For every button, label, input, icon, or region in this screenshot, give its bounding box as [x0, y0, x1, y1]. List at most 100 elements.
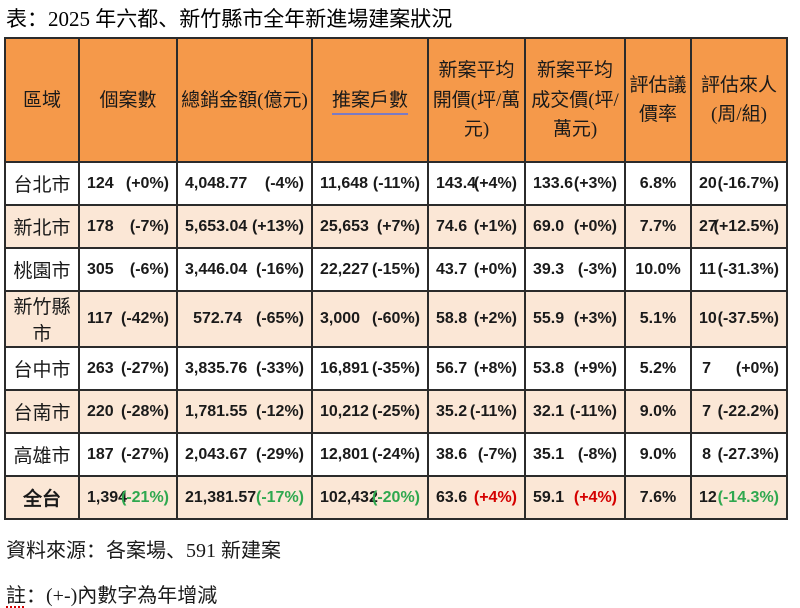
data-source-note: 資料來源：各案場、591 新建案 [6, 540, 281, 563]
total-sales-cell: 3,446.04 (-16%) [176, 247, 313, 293]
asking-price-cell: 43.7 (+0%) [427, 247, 526, 293]
table-row: 全台 1,394 (-21%) 21,381.57 (-17%) 102,432 (-… [4, 475, 788, 521]
cases-cell: 305 (-6%) [78, 247, 178, 293]
visitors-yoy: (+0%) [735, 359, 779, 377]
asking-price-value: 35.2 [436, 402, 468, 420]
asking-price-cell: 143.4 (+4%) [427, 161, 526, 207]
units-yoy: (-11%) [372, 174, 420, 192]
units-cell: 102,432 (-20%) [311, 475, 429, 521]
visitors-value: 7 [702, 402, 711, 420]
cases-cell: 187 (-27%) [78, 432, 178, 478]
visitors-cell: 7 (-22.2%) [690, 389, 788, 435]
total-sales-yoy: (+13%) [251, 217, 304, 235]
negotiation-rate-cell: 6.8% [624, 161, 692, 207]
total-sales-cell: 3,835.76 (-33%) [176, 346, 313, 392]
cases-yoy: (-27%) [120, 359, 169, 377]
cases-cell: 178 (-7%) [78, 204, 178, 250]
table-row: 高雄市 187 (-27%) 2,043.67 (-29%) 12,801 (-24%… [4, 432, 788, 478]
housing-stats-table: 區域 個案數 總銷金額(億元) 推案戶數 新案平均開價(坪/萬元) 新案平均成交… [4, 37, 788, 521]
negotiation-rate-cell: 5.1% [624, 290, 692, 349]
col-header-visitors: 評估來人(周/組) [690, 37, 788, 164]
asking-price-value: 74.6 [436, 217, 468, 235]
deal-price-yoy: (+3%) [573, 310, 617, 328]
visitors-yoy: (-16.7%) [717, 174, 779, 192]
deal-price-yoy: (-3%) [577, 260, 617, 278]
units-yoy: (+7%) [376, 217, 420, 235]
total-sales-cell: 21,381.57 (-17%) [176, 475, 313, 521]
total-sales-cell: 5,653.04 (+13%) [176, 204, 313, 250]
cases-yoy: (+0%) [125, 174, 169, 192]
units-launched-link[interactable]: 推案戶數 [331, 89, 408, 115]
units-value: 12,801 [320, 445, 369, 463]
visitors-cell: 27 (+12.5%) [690, 204, 788, 250]
negotiation-rate-cell: 9.0% [624, 432, 692, 478]
total-sales-value: 21,381.57 [185, 488, 257, 506]
region-cell: 台中市 [4, 346, 80, 392]
visitors-value: 7 [702, 359, 711, 377]
deal-price-yoy: (+3%) [573, 174, 617, 192]
deal-price-value: 35.1 [533, 445, 565, 463]
total-sales-yoy: (-33%) [255, 359, 304, 377]
cases-yoy: (-28%) [120, 402, 169, 420]
cases-yoy: (-6%) [129, 260, 169, 278]
table-row: 台南市 220 (-28%) 1,781.55 (-12%) 10,212 (-25%… [4, 389, 788, 435]
asking-price-value: 43.7 [436, 260, 468, 278]
deal-price-value: 55.9 [533, 310, 565, 328]
negotiation-rate-cell: 7.6% [624, 475, 692, 521]
deal-price-cell: 32.1 (-11%) [524, 389, 626, 435]
deal-price-value: 69.0 [533, 217, 565, 235]
total-sales-value: 3,446.04 [185, 260, 248, 278]
asking-price-value: 63.6 [436, 488, 468, 506]
region-cell: 全台 [4, 475, 80, 521]
region-cell: 台南市 [4, 389, 80, 435]
deal-price-yoy: (+0%) [573, 217, 617, 235]
cases-cell: 117 (-42%) [78, 290, 178, 349]
units-cell: 3,000 (-60%) [311, 290, 429, 349]
table-row: 新竹縣市 117 (-42%) 572.74 (-65%) 3,000 (-60%) … [4, 290, 788, 349]
table-row: 新北市 178 (-7%) 5,653.04 (+13%) 25,653 (+7%) … [4, 204, 788, 250]
units-cell: 25,653 (+7%) [311, 204, 429, 250]
visitors-yoy: (+12.5%) [713, 217, 779, 235]
units-value: 16,891 [320, 359, 369, 377]
visitors-value: 20 [699, 174, 717, 192]
cases-value: 187 [87, 445, 114, 463]
visitors-value: 10 [699, 310, 717, 328]
cases-yoy: (-27%) [120, 445, 169, 463]
total-sales-yoy: (-4%) [264, 174, 304, 192]
asking-price-cell: 35.2 (-11%) [427, 389, 526, 435]
cases-value: 117 [87, 310, 113, 328]
cases-value: 263 [87, 359, 114, 377]
units-value: 10,212 [320, 402, 369, 420]
units-yoy: (-60%) [371, 310, 420, 328]
header-row: 區域 個案數 總銷金額(億元) 推案戶數 新案平均開價(坪/萬元) 新案平均成交… [4, 37, 788, 164]
total-sales-value: 572.74 [193, 310, 242, 328]
deal-price-value: 32.1 [533, 402, 565, 420]
region-cell: 新北市 [4, 204, 80, 250]
units-yoy: (-25%) [371, 402, 420, 420]
negotiation-rate-cell: 9.0% [624, 389, 692, 435]
visitors-yoy: (-14.3%) [717, 488, 779, 506]
visitors-cell: 8 (-27.3%) [690, 432, 788, 478]
deal-price-cell: 133.6 (+3%) [524, 161, 626, 207]
deal-price-value: 59.1 [533, 488, 565, 506]
asking-price-yoy: (+2%) [473, 310, 517, 328]
total-sales-cell: 2,043.67 (-29%) [176, 432, 313, 478]
deal-price-yoy: (+9%) [573, 359, 617, 377]
asking-price-yoy: (+0%) [473, 260, 517, 278]
total-sales-cell: 572.74 (-65%) [176, 290, 313, 349]
units-cell: 16,891 (-35%) [311, 346, 429, 392]
deal-price-cell: 35.1 (-8%) [524, 432, 626, 478]
col-header-units-launched: 推案戶數 [311, 37, 429, 164]
col-header-avg-asking-price: 新案平均開價(坪/萬元) [427, 37, 526, 164]
total-sales-value: 1,781.55 [185, 402, 248, 420]
units-cell: 22,227 (-15%) [311, 247, 429, 293]
cases-value: 220 [87, 402, 114, 420]
asking-price-yoy: (-11%) [469, 402, 517, 420]
asking-price-yoy: (-7%) [477, 445, 517, 463]
units-cell: 12,801 (-24%) [311, 432, 429, 478]
table-row: 桃園市 305 (-6%) 3,446.04 (-16%) 22,227 (-15%)… [4, 247, 788, 293]
deal-price-yoy: (-11%) [569, 402, 617, 420]
total-sales-yoy: (-29%) [255, 445, 304, 463]
col-header-region: 區域 [4, 37, 80, 164]
